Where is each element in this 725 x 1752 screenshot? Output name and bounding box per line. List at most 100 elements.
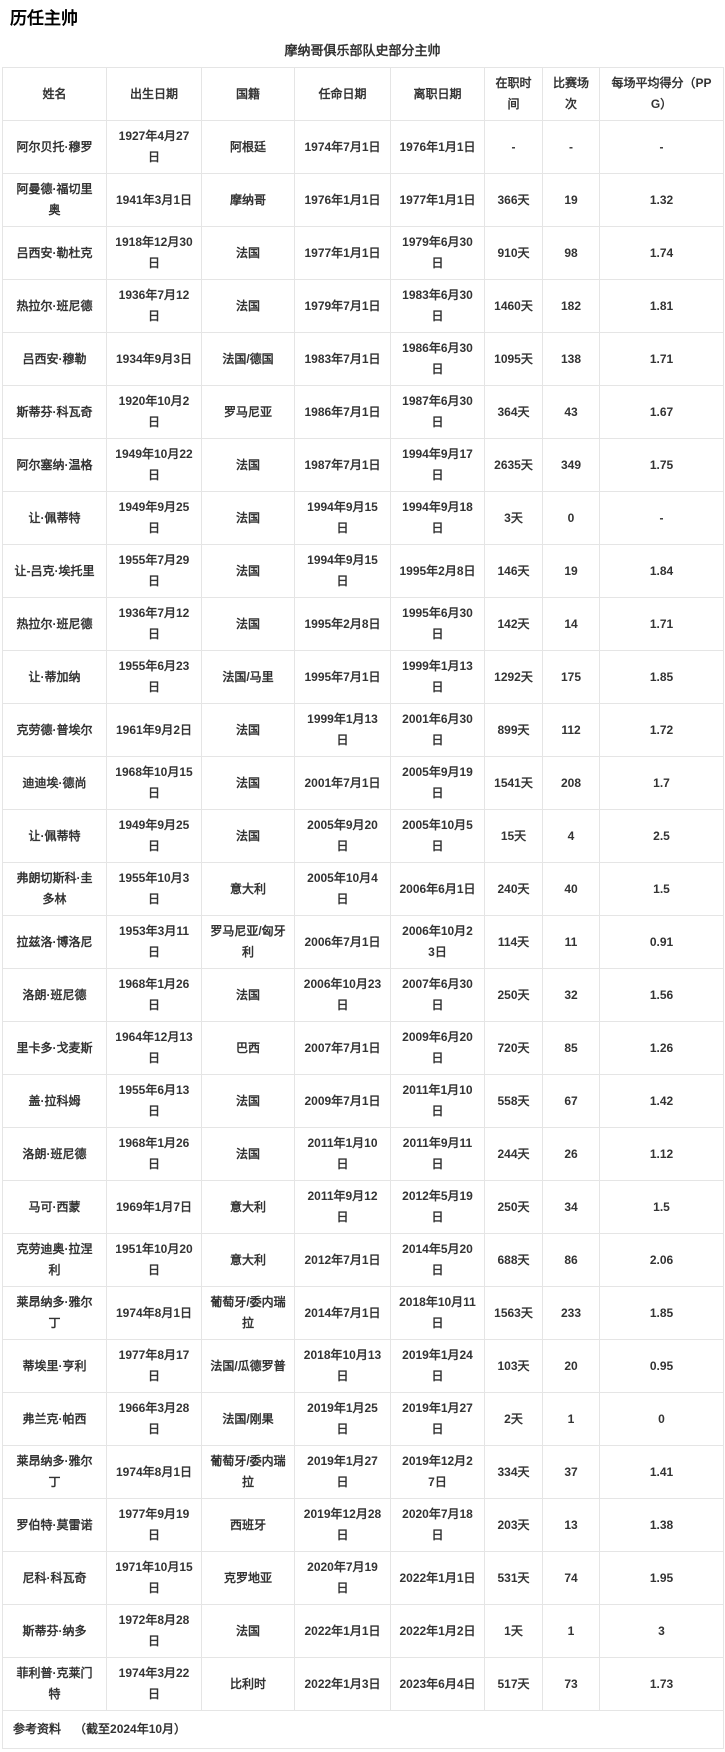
- cell-tenure: 720天: [484, 1021, 543, 1075]
- cell-name: 弗兰克·帕西: [2, 1392, 107, 1446]
- table-row: 吕西安·穆勒 1934年9月3日 法国/德国 1983年7月1日 1986年6月30日 1…: [2, 332, 724, 386]
- cell-tenure: 142天: [484, 597, 543, 651]
- cell-nationality: 西班牙: [201, 1498, 295, 1552]
- cell-appointed-date: 1999年1月13日: [294, 703, 391, 757]
- cell-ppg: 2.5: [599, 809, 724, 863]
- cell-nationality: 比利时: [201, 1657, 295, 1711]
- cell-name: 蒂埃里·亨利: [2, 1339, 107, 1393]
- cell-name: 阿尔塞纳·温格: [2, 438, 107, 492]
- cell-tenure: 2天: [484, 1392, 543, 1446]
- cell-departure-date: 2009年6月20日: [390, 1021, 485, 1075]
- cell-appointed-date: 1979年7月1日: [294, 279, 391, 333]
- table-caption: 摩纳哥俱乐部队史部分主帅: [284, 43, 441, 58]
- cell-ppg: 1.84: [599, 544, 724, 598]
- cell-birth-date: 1968年1月26日: [106, 968, 202, 1022]
- cell-appointed-date: 2020年7月19日: [294, 1551, 391, 1605]
- cell-birth-date: 1961年9月2日: [106, 703, 202, 757]
- cell-birth-date: 1977年8月17日: [106, 1339, 202, 1393]
- header-matches: 比赛场次: [542, 67, 600, 121]
- cell-birth-date: 1974年8月1日: [106, 1445, 202, 1499]
- table-row: 让-吕克·埃托里 1955年7月29日 法国 1994年9月15日 1995年2月8日 1…: [2, 544, 724, 598]
- cell-birth-date: 1949年9月25日: [106, 491, 202, 545]
- cell-tenure: 15天: [484, 809, 543, 863]
- cell-nationality: 法国/马里: [201, 650, 295, 704]
- cell-tenure: 244天: [484, 1127, 543, 1181]
- cell-appointed-date: 2011年9月12日: [294, 1180, 391, 1234]
- cell-tenure: 1天: [484, 1604, 543, 1658]
- table-row: 迪迪埃·德尚 1968年10月15日 法国 2001年7月1日 2005年9月19日 15…: [2, 756, 724, 810]
- table-row: 吕西安·勒杜克 1918年12月30日 法国 1977年1月1日 1979年6月30日 9…: [2, 226, 724, 280]
- cell-departure-date: 2011年1月10日: [390, 1074, 485, 1128]
- cell-birth-date: 1920年10月2日: [106, 385, 202, 439]
- cell-ppg: 1.42: [599, 1074, 724, 1128]
- cell-appointed-date: 2012年7月1日: [294, 1233, 391, 1287]
- cell-name: 洛朗·班尼德: [2, 968, 107, 1022]
- cell-name: 斯蒂芬·纳多: [2, 1604, 107, 1658]
- cell-nationality: 意大利: [201, 862, 295, 916]
- cell-tenure: 250天: [484, 1180, 543, 1234]
- cell-ppg: -: [599, 491, 724, 545]
- cell-ppg: 1.95: [599, 1551, 724, 1605]
- cell-departure-date: 2019年1月24日: [390, 1339, 485, 1393]
- cell-ppg: 1.32: [599, 173, 724, 227]
- cell-birth-date: 1953年3月11日: [106, 915, 202, 969]
- header-nationality: 国籍: [201, 67, 295, 121]
- cell-departure-date: 2005年9月19日: [390, 756, 485, 810]
- table-row: 斯蒂芬·纳多 1972年8月28日 法国 2022年1月1日 2022年1月2日 1天 1 3: [2, 1604, 724, 1658]
- cell-departure-date: 2007年6月30日: [390, 968, 485, 1022]
- cell-departure-date: 2001年6月30日: [390, 703, 485, 757]
- cell-appointed-date: 2006年10月23日: [294, 968, 391, 1022]
- cell-ppg: 1.85: [599, 1286, 724, 1340]
- cell-departure-date: 2020年7月18日: [390, 1498, 485, 1552]
- cell-birth-date: 1955年7月29日: [106, 544, 202, 598]
- cell-ppg: 1.74: [599, 226, 724, 280]
- cell-appointed-date: 2022年1月3日: [294, 1657, 391, 1711]
- cell-name: 让·佩蒂特: [2, 491, 107, 545]
- table-row: 莱昂纳多·雅尔丁 1974年8月1日 葡萄牙/委内瑞拉 2014年7月1日 2018年1…: [2, 1286, 724, 1340]
- cell-tenure: 688天: [484, 1233, 543, 1287]
- cell-birth-date: 1951年10月20日: [106, 1233, 202, 1287]
- table-body: 阿尔贝托·穆罗 1927年4月27日 阿根廷 1974年7月1日 1976年1月1日 - -…: [2, 120, 724, 1711]
- cell-ppg: 1.67: [599, 385, 724, 439]
- cell-departure-date: 2005年10月5日: [390, 809, 485, 863]
- cell-matches: 1: [542, 1604, 600, 1658]
- cell-ppg: 1.75: [599, 438, 724, 492]
- cell-appointed-date: 2006年7月1日: [294, 915, 391, 969]
- coaches-table: 姓名 出生日期 国籍 任命日期 离职日期 在职时间 比赛场次 每场平均得分（PP…: [2, 67, 724, 1749]
- header-birth-date: 出生日期: [106, 67, 202, 121]
- reference-cell: 参考资料 （截至2024年10月）: [2, 1710, 724, 1749]
- cell-appointed-date: 1994年9月15日: [294, 544, 391, 598]
- header-appointed-date: 任命日期: [294, 67, 391, 121]
- cell-tenure: 114天: [484, 915, 543, 969]
- cell-nationality: 法国/瓜德罗普: [201, 1339, 295, 1393]
- cell-ppg: 1.26: [599, 1021, 724, 1075]
- cell-nationality: 法国: [201, 809, 295, 863]
- cell-ppg: 1.41: [599, 1445, 724, 1499]
- cell-departure-date: 2019年12月27日: [390, 1445, 485, 1499]
- header-departure-date: 离职日期: [390, 67, 485, 121]
- cell-name: 盖·拉科姆: [2, 1074, 107, 1128]
- cell-name: 迪迪埃·德尚: [2, 756, 107, 810]
- cell-appointed-date: 2019年12月28日: [294, 1498, 391, 1552]
- cell-tenure: 3天: [484, 491, 543, 545]
- cell-appointed-date: 2019年1月27日: [294, 1445, 391, 1499]
- cell-birth-date: 1972年8月28日: [106, 1604, 202, 1658]
- cell-ppg: 1.38: [599, 1498, 724, 1552]
- cell-appointed-date: 2018年10月13日: [294, 1339, 391, 1393]
- cell-nationality: 克罗地亚: [201, 1551, 295, 1605]
- table-row: 斯蒂芬·科瓦奇 1920年10月2日 罗马尼亚 1986年7月1日 1987年6月30日…: [2, 385, 724, 439]
- cell-ppg: 1.56: [599, 968, 724, 1022]
- cell-nationality: 法国/刚果: [201, 1392, 295, 1446]
- table-row: 菲利普·克莱门特 1974年3月22日 比利时 2022年1月3日 2023年6月4日 5…: [2, 1657, 724, 1711]
- header-row: 姓名 出生日期 国籍 任命日期 离职日期 在职时间 比赛场次 每场平均得分（PP…: [2, 67, 724, 121]
- cell-birth-date: 1936年7月12日: [106, 597, 202, 651]
- cell-birth-date: 1927年4月27日: [106, 120, 202, 174]
- table-row: 尼科·科瓦奇 1971年10月15日 克罗地亚 2020年7月19日 2022年1月1日…: [2, 1551, 724, 1605]
- cell-nationality: 法国: [201, 756, 295, 810]
- cell-matches: 208: [542, 756, 600, 810]
- cell-appointed-date: 1987年7月1日: [294, 438, 391, 492]
- cell-matches: 233: [542, 1286, 600, 1340]
- cell-name: 斯蒂芬·科瓦奇: [2, 385, 107, 439]
- cell-tenure: 517天: [484, 1657, 543, 1711]
- cell-nationality: 法国: [201, 544, 295, 598]
